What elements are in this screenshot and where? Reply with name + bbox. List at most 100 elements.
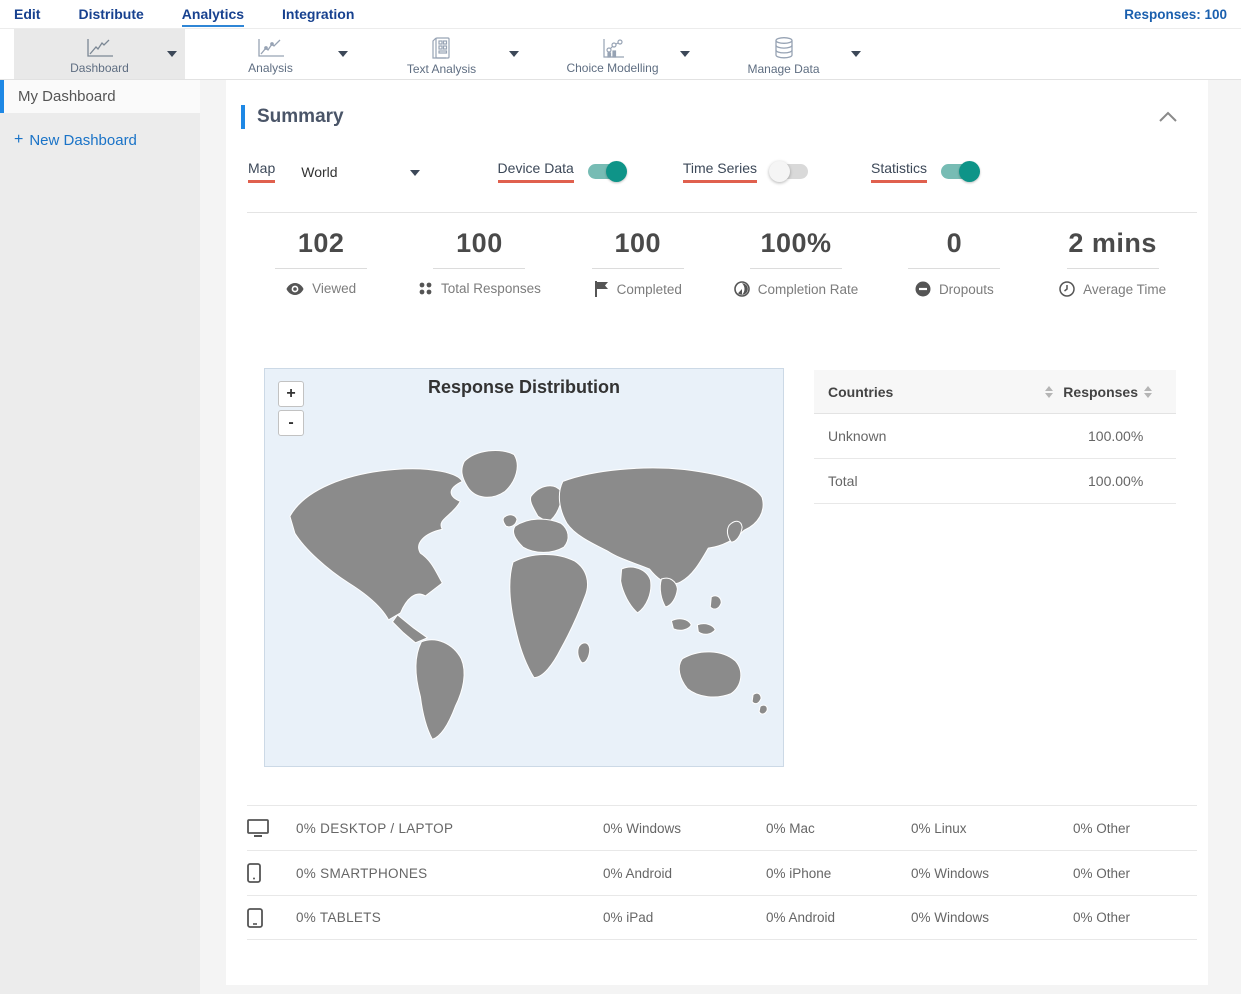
- tablet-icon: [247, 907, 296, 928]
- device-data-toggle[interactable]: [587, 161, 627, 182]
- device-stat: 0% Android: [603, 865, 673, 881]
- stat-value: 100%: [760, 228, 832, 258]
- toolbar-dashboard[interactable]: Dashboard: [14, 29, 185, 79]
- countries-column-header[interactable]: Countries: [828, 383, 894, 400]
- responses-cell: 100.00%: [1088, 473, 1144, 489]
- zoom-in-button[interactable]: +: [278, 381, 304, 407]
- summary-controls: Map World Device Data Time Series Statis…: [248, 160, 980, 183]
- chevron-down-icon[interactable]: [680, 51, 690, 57]
- time-series-toggle[interactable]: [768, 161, 808, 182]
- scatter-chart-icon: [600, 37, 626, 59]
- divider: [591, 268, 684, 269]
- device-stat: 0% Windows: [603, 820, 682, 836]
- divider: [275, 268, 368, 269]
- toolbar-manage-data[interactable]: Manage Data: [698, 29, 869, 79]
- chevron-down-icon[interactable]: [851, 51, 861, 57]
- divider: [433, 268, 526, 269]
- map-region-select[interactable]: World: [301, 163, 420, 180]
- nav-distribute[interactable]: Distribute: [78, 5, 144, 22]
- toolbar-analysis[interactable]: Analysis: [185, 29, 356, 79]
- stat-value: 0: [946, 228, 963, 258]
- table-row: Unknown 100.00%: [814, 414, 1176, 459]
- toolbar-choice-modelling[interactable]: Choice Modelling: [527, 29, 698, 79]
- device-stat: 0% iPhone: [766, 865, 832, 881]
- chevron-down-icon[interactable]: [167, 51, 177, 57]
- time-series-label[interactable]: Time Series: [682, 160, 757, 183]
- divider: [908, 268, 1001, 269]
- map-region-value: World: [301, 163, 338, 180]
- toolbar-label-choice-modelling: Choice Modelling: [566, 61, 659, 75]
- nav-edit[interactable]: Edit: [14, 5, 41, 22]
- device-stat: 0% iPad: [603, 910, 654, 925]
- sort-icon[interactable]: [1045, 385, 1054, 398]
- table-row: 0% DESKTOP / LAPTOP 0% Windows 0% Mac 0%…: [247, 805, 1197, 850]
- stat-value: 102: [297, 228, 345, 258]
- stat-total-responses: 100 Total Responses: [400, 228, 558, 297]
- zoom-out-button[interactable]: -: [278, 410, 304, 436]
- eye-icon: [286, 282, 304, 296]
- world-map[interactable]: [265, 421, 783, 751]
- toolbar-label-text-analysis: Text Analysis: [406, 62, 477, 76]
- nav-integration[interactable]: Integration: [282, 5, 355, 22]
- contrast-circle-icon: [733, 281, 750, 297]
- stats-row: 102 Viewed 100 Total Responses: [242, 228, 1192, 297]
- stat-label: Completed: [616, 281, 682, 297]
- device-label: 0% TABLETS: [296, 910, 382, 925]
- accent-bar: [241, 105, 245, 129]
- stat-label: Dropouts: [938, 281, 994, 297]
- toggle-knob: [768, 161, 790, 182]
- table-row: 0% TABLETS 0% iPad 0% Android 0% Windows…: [247, 895, 1197, 940]
- database-icon: [772, 36, 796, 60]
- chevron-down-icon[interactable]: [338, 51, 348, 57]
- device-stat: 0% Other: [1073, 865, 1131, 881]
- toolbar-label-analysis: Analysis: [248, 61, 293, 75]
- analytics-toolbar: Dashboard Analysis: [0, 29, 1241, 80]
- chevron-down-icon[interactable]: [509, 51, 519, 57]
- dots-grid-icon: [418, 281, 433, 296]
- stat-label: Average Time: [1083, 281, 1167, 297]
- line-chart-icon: [256, 37, 286, 59]
- right-margin: [1208, 80, 1241, 994]
- text-document-icon: [430, 36, 454, 60]
- statistics-toggle[interactable]: [941, 161, 980, 182]
- nav-analytics[interactable]: Analytics: [181, 2, 245, 27]
- chevron-down-icon: [409, 169, 420, 176]
- countries-table: Countries Responses Unknown 100.00% Tota…: [814, 370, 1176, 504]
- chevron-up-icon[interactable]: [1158, 111, 1178, 123]
- countries-table-header: Countries Responses: [814, 370, 1176, 414]
- country-cell: Total: [828, 473, 858, 489]
- map-zoom-controls: + -: [278, 381, 304, 436]
- device-label: 0% DESKTOP / LAPTOP: [296, 820, 454, 836]
- response-distribution-map[interactable]: Response Distribution + -: [264, 368, 784, 767]
- stat-label: Total Responses: [441, 281, 541, 296]
- sidebar-gutter: [200, 80, 226, 994]
- sort-icon[interactable]: [1144, 385, 1152, 398]
- device-stat: 0% Linux: [911, 820, 967, 836]
- device-data-label[interactable]: Device Data: [497, 160, 574, 183]
- device-stat: 0% Mac: [766, 820, 815, 836]
- section-title: Summary: [257, 106, 344, 127]
- responses-column-header[interactable]: Responses: [1063, 383, 1138, 400]
- stat-viewed: 102 Viewed: [242, 228, 400, 297]
- line-chart-icon: [85, 37, 115, 59]
- device-stat: 0% Other: [1073, 820, 1131, 836]
- toggle-knob: [959, 161, 980, 182]
- toggle-knob: [605, 161, 627, 182]
- desktop-icon: [247, 819, 296, 837]
- stat-label: Viewed: [312, 281, 357, 296]
- flag-icon: [594, 281, 609, 297]
- new-dashboard-button[interactable]: + New Dashboard: [14, 131, 200, 149]
- new-dashboard-label: New Dashboard: [29, 131, 137, 149]
- smartphone-icon: [247, 863, 296, 883]
- stat-completion-rate: 100% Completion Rate: [717, 228, 875, 297]
- map-control-label[interactable]: Map: [248, 160, 276, 183]
- sidebar-item-my-dashboard[interactable]: My Dashboard: [0, 80, 200, 113]
- toolbar-text-analysis[interactable]: Text Analysis: [356, 29, 527, 79]
- country-cell: Unknown: [828, 428, 887, 444]
- device-stat: 0% Windows: [911, 865, 990, 881]
- plus-icon: +: [14, 131, 24, 148]
- statistics-label[interactable]: Statistics: [870, 160, 927, 183]
- device-data-table: 0% DESKTOP / LAPTOP 0% Windows 0% Mac 0%…: [247, 805, 1197, 940]
- top-nav: Edit Distribute Analytics Integration Re…: [0, 0, 1241, 29]
